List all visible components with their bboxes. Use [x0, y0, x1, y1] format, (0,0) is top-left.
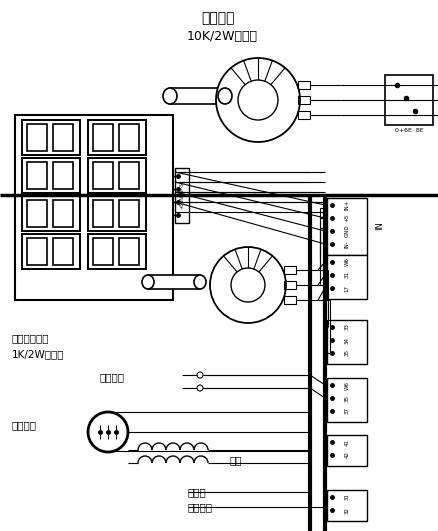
- Circle shape: [210, 247, 286, 323]
- Text: 黄色指示: 黄色指示: [188, 502, 213, 512]
- Bar: [27, 200, 47, 227]
- Ellipse shape: [163, 88, 177, 104]
- Circle shape: [216, 58, 300, 142]
- Bar: [298, 111, 310, 119]
- Text: 35: 35: [345, 395, 350, 401]
- Text: W6: W6: [345, 381, 350, 390]
- Bar: [327, 378, 367, 422]
- Text: +5: +5: [345, 214, 350, 222]
- Bar: [284, 296, 296, 304]
- Text: IN+: IN+: [345, 200, 350, 210]
- Bar: [170, 88, 225, 104]
- Bar: [53, 238, 73, 265]
- Bar: [119, 200, 139, 227]
- Text: 42: 42: [345, 451, 350, 458]
- Circle shape: [88, 412, 128, 452]
- Text: 33: 33: [345, 323, 350, 330]
- Bar: [327, 320, 367, 364]
- Bar: [93, 162, 113, 189]
- Text: 推力调节: 推力调节: [201, 11, 235, 25]
- Text: 32: 32: [345, 507, 350, 513]
- Text: W6: W6: [345, 258, 350, 267]
- Text: GND: GND: [345, 225, 350, 237]
- Ellipse shape: [142, 275, 154, 289]
- Bar: [88, 234, 146, 269]
- Bar: [298, 81, 310, 89]
- Text: 远控开关: 远控开关: [100, 372, 125, 382]
- Bar: [15, 115, 173, 300]
- Bar: [22, 158, 80, 193]
- Bar: [22, 196, 80, 231]
- Text: 电感: 电感: [230, 455, 243, 465]
- Text: 31: 31: [345, 493, 350, 501]
- Bar: [175, 168, 189, 223]
- Ellipse shape: [218, 88, 232, 104]
- Bar: [327, 490, 367, 521]
- Text: 1K/2W电位器: 1K/2W电位器: [12, 349, 64, 359]
- Bar: [284, 281, 296, 289]
- Text: 17: 17: [345, 285, 350, 292]
- Text: 焊接电流调节: 焊接电流调节: [12, 333, 49, 343]
- Bar: [27, 162, 47, 189]
- Bar: [93, 124, 113, 151]
- Bar: [22, 120, 80, 155]
- Text: 异常灯: 异常灯: [188, 487, 207, 497]
- Bar: [53, 162, 73, 189]
- Bar: [298, 96, 310, 104]
- Bar: [88, 158, 146, 193]
- Text: 远控输入: 远控输入: [12, 420, 37, 430]
- Text: 41: 41: [345, 439, 350, 446]
- Text: IN-: IN-: [345, 240, 350, 248]
- Text: IN: IN: [375, 221, 384, 230]
- Bar: [93, 238, 113, 265]
- Bar: [27, 124, 47, 151]
- Bar: [284, 266, 296, 274]
- Bar: [148, 275, 200, 289]
- Bar: [53, 124, 73, 151]
- Bar: [88, 196, 146, 231]
- Bar: [22, 234, 80, 269]
- Ellipse shape: [194, 275, 206, 289]
- Text: 10K/2W电位器: 10K/2W电位器: [187, 30, 258, 42]
- Bar: [327, 198, 367, 255]
- Bar: [385, 75, 433, 125]
- Text: 35: 35: [345, 349, 350, 356]
- Bar: [119, 162, 139, 189]
- Bar: [119, 238, 139, 265]
- Text: 37: 37: [345, 407, 350, 415]
- Bar: [327, 435, 367, 466]
- Bar: [88, 120, 146, 155]
- Bar: [119, 124, 139, 151]
- Text: 0+6E  8E: 0+6E 8E: [395, 127, 423, 133]
- Text: 34: 34: [345, 337, 350, 344]
- Bar: [327, 255, 367, 299]
- Text: 31: 31: [345, 271, 350, 278]
- Text: +5·IN·IN-·S: +5·IN·IN-·S: [180, 182, 184, 209]
- Bar: [93, 200, 113, 227]
- Bar: [27, 238, 47, 265]
- Bar: [53, 200, 73, 227]
